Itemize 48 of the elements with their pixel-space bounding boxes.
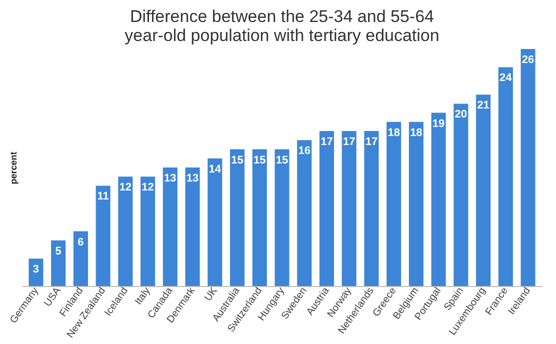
bar [364,131,379,286]
data-label: 16 [298,145,310,158]
data-label: 18 [388,126,400,139]
data-label: 17 [365,136,378,148]
bar [140,176,156,286]
data-label: 15 [276,154,288,166]
data-label: 18 [410,126,422,139]
data-label: 13 [186,172,199,184]
bar [28,258,44,286]
bar [73,231,88,286]
bar [185,168,200,286]
data-label: 26 [522,54,534,66]
data-label: 12 [119,182,132,194]
data-label: 14 [208,163,222,176]
bar [386,122,402,286]
bar [51,240,66,286]
bar [408,122,424,286]
y-axis-title: percent [8,152,18,184]
data-label: 6 [78,236,84,248]
bar [96,186,110,286]
data-label: 11 [97,190,109,203]
bar [208,158,222,286]
data-label: 15 [254,154,266,166]
data-label: 17 [320,136,333,148]
data-label: 17 [342,136,356,148]
bar [118,176,133,286]
bar [431,112,446,286]
bar [454,104,468,286]
bar [274,149,290,286]
bar [162,168,178,286]
data-label: 5 [55,245,62,258]
data-label: 12 [142,182,154,194]
data-label: 13 [164,172,176,184]
data-label: 15 [231,154,244,166]
data-label: 24 [500,72,513,84]
bar [498,67,513,286]
bar [476,94,491,286]
bar [252,149,267,286]
data-label: 20 [454,108,468,121]
bar [319,131,334,286]
bar [297,140,312,286]
data-label: 21 [477,100,490,112]
bar [230,149,245,286]
data-label: 19 [432,118,445,130]
chart-title: Difference between the 25-34 and 55-64 year-old population with tertiary education [124,7,440,45]
data-label: 3 [32,264,40,276]
bar [520,49,536,286]
bar [342,131,356,286]
